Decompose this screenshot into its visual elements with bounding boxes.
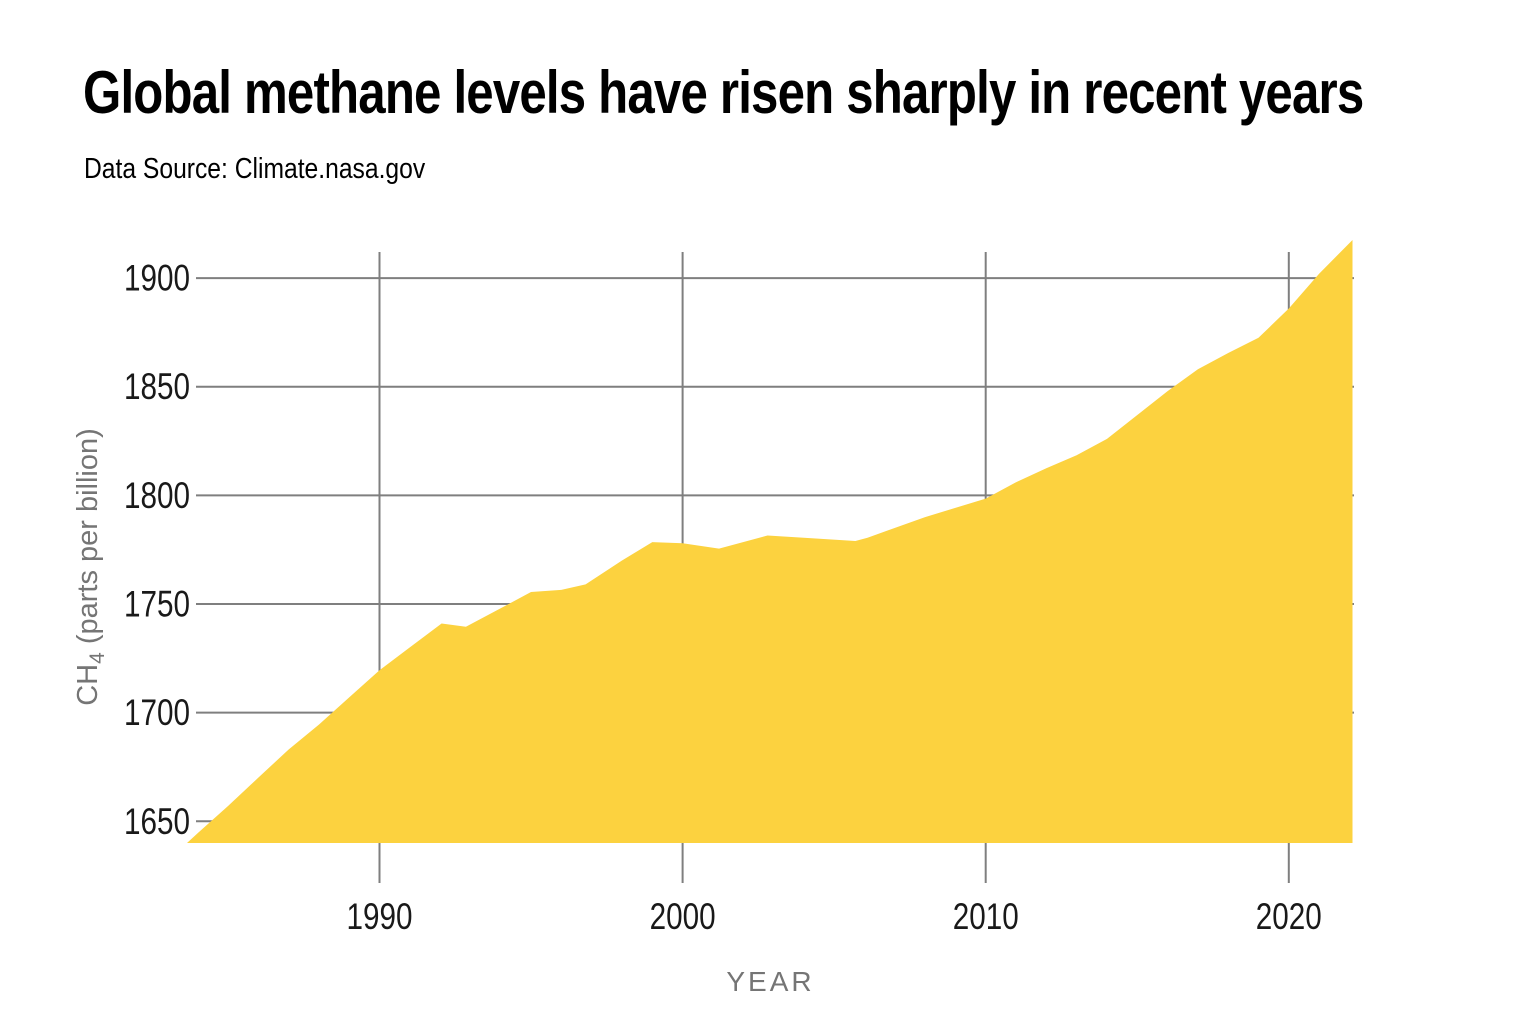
y-tick-label: 1650: [124, 801, 190, 842]
page-title: Global methane levels have risen sharply…: [83, 59, 1364, 126]
x-tick-label: 1990: [347, 896, 413, 937]
x-axis-title: YEAR: [726, 966, 814, 997]
y-axis-title: CH4 (parts per billion): [72, 428, 109, 706]
x-tick-label: 2010: [953, 896, 1019, 937]
methane-area-series: [187, 240, 1353, 843]
y-tick-label: 1800: [124, 475, 190, 516]
x-tick-label: 2000: [650, 896, 716, 937]
y-tick-label: 1850: [124, 366, 190, 407]
x-tick-label: 2020: [1256, 896, 1322, 937]
y-tick-label: 1700: [124, 692, 190, 733]
y-tick-label: 1900: [124, 258, 190, 299]
y-tick-label: 1750: [124, 584, 190, 625]
data-source-label: Data Source: Climate.nasa.gov: [84, 153, 426, 185]
